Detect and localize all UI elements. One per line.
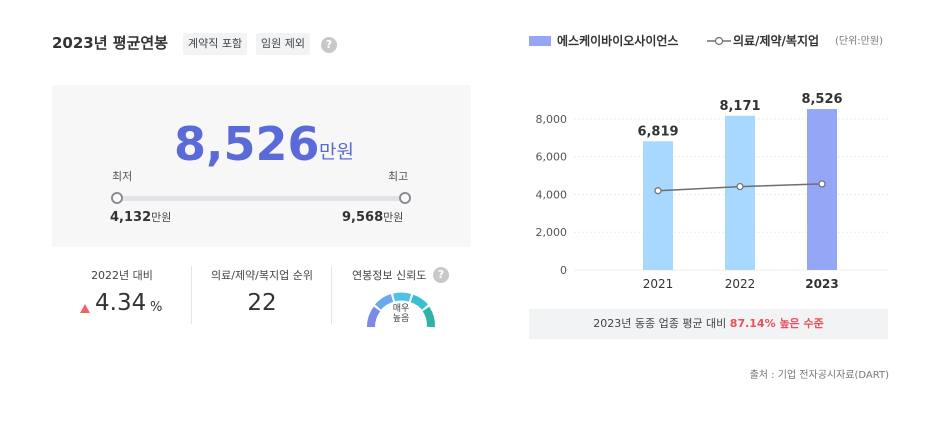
bar-value-label: 8,526	[801, 92, 842, 107]
gauge-segment-2	[374, 294, 394, 310]
tag-executives-excluded: 임원 제외	[256, 33, 310, 55]
gauge-segment-4	[410, 294, 428, 310]
stat-divider	[331, 266, 332, 324]
salary-range-track	[117, 196, 405, 201]
max-label: 최고	[388, 170, 409, 183]
reliability-label: 연봉정보 신뢰도	[352, 269, 427, 282]
x-tick-label: 2021	[643, 277, 674, 291]
average-salary-unit: 만원	[319, 141, 354, 163]
bar-2022	[725, 115, 755, 270]
yoy-value: 4.34	[95, 290, 147, 316]
y-tick-label: 8,000	[536, 113, 568, 126]
legend-line-icon	[707, 36, 731, 46]
yoy-unit: %	[150, 300, 163, 315]
salary-trend-chart: 0 2,000 4,000 6,000 8,000 6,819 2021 8,171 2022 8…	[536, 92, 889, 291]
reliability-gauge	[367, 292, 436, 328]
y-tick-label: 0	[560, 264, 567, 277]
y-tick-label: 2,000	[536, 226, 568, 239]
reliability-help-icon[interactable]: ?	[433, 267, 449, 283]
help-icon[interactable]: ?	[321, 37, 337, 53]
max-marker	[399, 192, 411, 204]
x-tick-label: 2022	[725, 277, 756, 291]
industry-compare-banner: 2023년 동종 업종 평균 대비 87.14% 높은 수준	[529, 309, 888, 339]
industry-point	[818, 180, 826, 188]
min-salary: 4,132만원	[110, 209, 171, 225]
legend-bar-swatch	[529, 36, 551, 46]
y-tick-label: 4,000	[536, 188, 568, 201]
bar-2021	[643, 141, 673, 270]
min-marker	[111, 192, 123, 204]
legend-industry: 의료/제약/복지업	[733, 34, 820, 48]
max-salary-value: 9,568	[342, 210, 384, 225]
x-tick-label: 2023	[805, 277, 838, 291]
max-salary-unit: 만원	[383, 211, 404, 224]
industry-rank-value: 22	[247, 290, 277, 316]
bar-value-label: 6,819	[637, 124, 678, 139]
average-salary-value: 8,526	[174, 117, 320, 171]
stat-divider	[191, 266, 192, 324]
reliability-value: 매우 높음	[392, 304, 410, 324]
page-title: 2023년 평균연봉	[52, 34, 168, 52]
min-label: 최저	[112, 170, 133, 183]
bar-2023	[807, 109, 837, 270]
average-salary-panel: 8,526 만원 최저 최고 4,132만원 9,568만원	[52, 85, 471, 247]
bar-value-label: 8,171	[719, 99, 760, 114]
gauge-segment-1	[367, 306, 381, 328]
compare-prefix: 2023년 동종 업종 평균 대비	[593, 317, 727, 330]
min-salary-value: 4,132	[110, 210, 152, 225]
industry-rank-label: 의료/제약/복지업 순위	[211, 269, 313, 282]
industry-point	[654, 187, 662, 195]
gauge-segment-5	[422, 306, 436, 328]
max-salary: 9,568만원	[342, 209, 403, 225]
y-tick-label: 6,000	[536, 151, 568, 164]
industry-point	[736, 182, 744, 191]
increase-arrow-icon	[80, 304, 90, 313]
legend-unit: (단위:만원)	[835, 36, 883, 47]
source-note: 출처 : 기업 전자공시자료(DART)	[749, 370, 889, 381]
compare-value: 87.14% 높은 수준	[729, 317, 824, 330]
yoy-label: 2022년 대비	[91, 269, 153, 282]
legend-company: 에스케이바이오사이언스	[557, 34, 679, 48]
gauge-segment-3	[393, 292, 412, 302]
min-salary-unit: 만원	[151, 211, 172, 224]
tag-contract-included: 계약직 포함	[183, 33, 248, 55]
